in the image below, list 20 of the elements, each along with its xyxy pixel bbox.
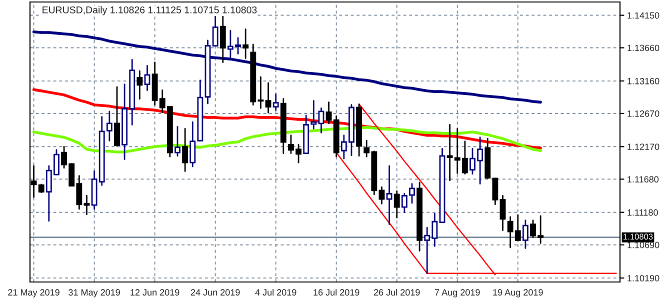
x-tick-label: 16 Jul 2019: [314, 288, 360, 296]
x-tick-label: 26 Jul 2019: [374, 288, 420, 296]
x-tick-label: 31 May 2019: [68, 289, 120, 298]
y-tick-label: 1.13660: [628, 44, 660, 52]
ref-line-label: 1.10803: [624, 234, 653, 240]
x-tick-label: 24 Jun 2019: [190, 289, 240, 296]
y-tick-label: 1.13160: [628, 78, 660, 84]
y-tick-label: 1.12170: [628, 144, 660, 150]
chart-title: EURUSD,Daily 1.10826 1.11125 1.10715 1.10803: [42, 6, 257, 16]
x-tick-label: 21 May 2019: [8, 289, 60, 298]
y-tick-label: 1.11180: [628, 209, 658, 216]
y-tick-label: 1.10690: [628, 242, 660, 248]
x-tick-label: 12 Jun 2019: [130, 289, 180, 296]
x-tick-label: 19 Aug 2019: [493, 289, 543, 298]
y-tick-label: 1.12670: [628, 110, 660, 117]
y-tick-label: 1.14150: [628, 12, 660, 19]
x-tick-label: 4 Jul 2019: [255, 288, 296, 296]
y-tick-label: 1.10190: [628, 274, 660, 282]
x-tick-label: 7 Aug 2019: [434, 289, 480, 298]
y-tick-label: 1.11680: [628, 176, 659, 183]
